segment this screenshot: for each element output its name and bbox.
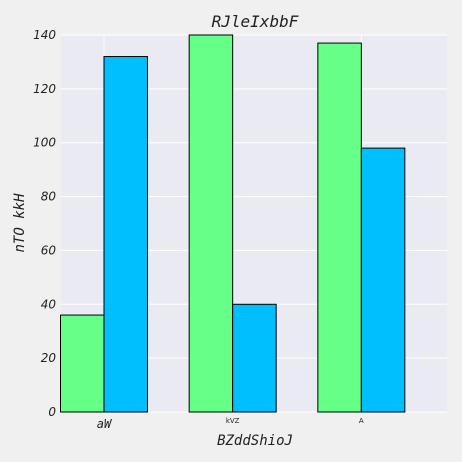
y-axis-ticks: 0 20 40 60 80 100 120 140 (33, 28, 56, 419)
y-tick-label: 40 (41, 297, 57, 311)
bar-A-series-2 (360, 147, 406, 413)
bar-aW-series-2 (103, 56, 148, 413)
y-tick-label: 0 (48, 405, 56, 419)
y-tick-label: 60 (41, 243, 57, 257)
y-tick-label: 100 (33, 136, 56, 150)
bar-kVZ-series-1 (188, 34, 234, 413)
chart-title: RJleIxbbF (212, 12, 299, 31)
bar-kVZ-series-2 (232, 303, 277, 413)
bars (60, 34, 406, 413)
x-axis-ticks: aW kVZ A (97, 417, 364, 431)
y-tick-label: 120 (33, 82, 56, 96)
x-axis-label: BZddShioJ (217, 433, 293, 449)
y-tick-label: 80 (41, 190, 57, 204)
x-tick-label: kVZ (226, 417, 240, 425)
x-tick-label: aW (97, 417, 113, 431)
bar-A-series-1 (317, 42, 362, 413)
y-tick-label: 140 (33, 28, 56, 42)
x-tick-label: A (359, 417, 364, 425)
y-tick-label: 20 (41, 351, 57, 365)
bar-aW-series-1 (60, 314, 105, 413)
y-axis-label: nTO kkH (12, 193, 28, 253)
